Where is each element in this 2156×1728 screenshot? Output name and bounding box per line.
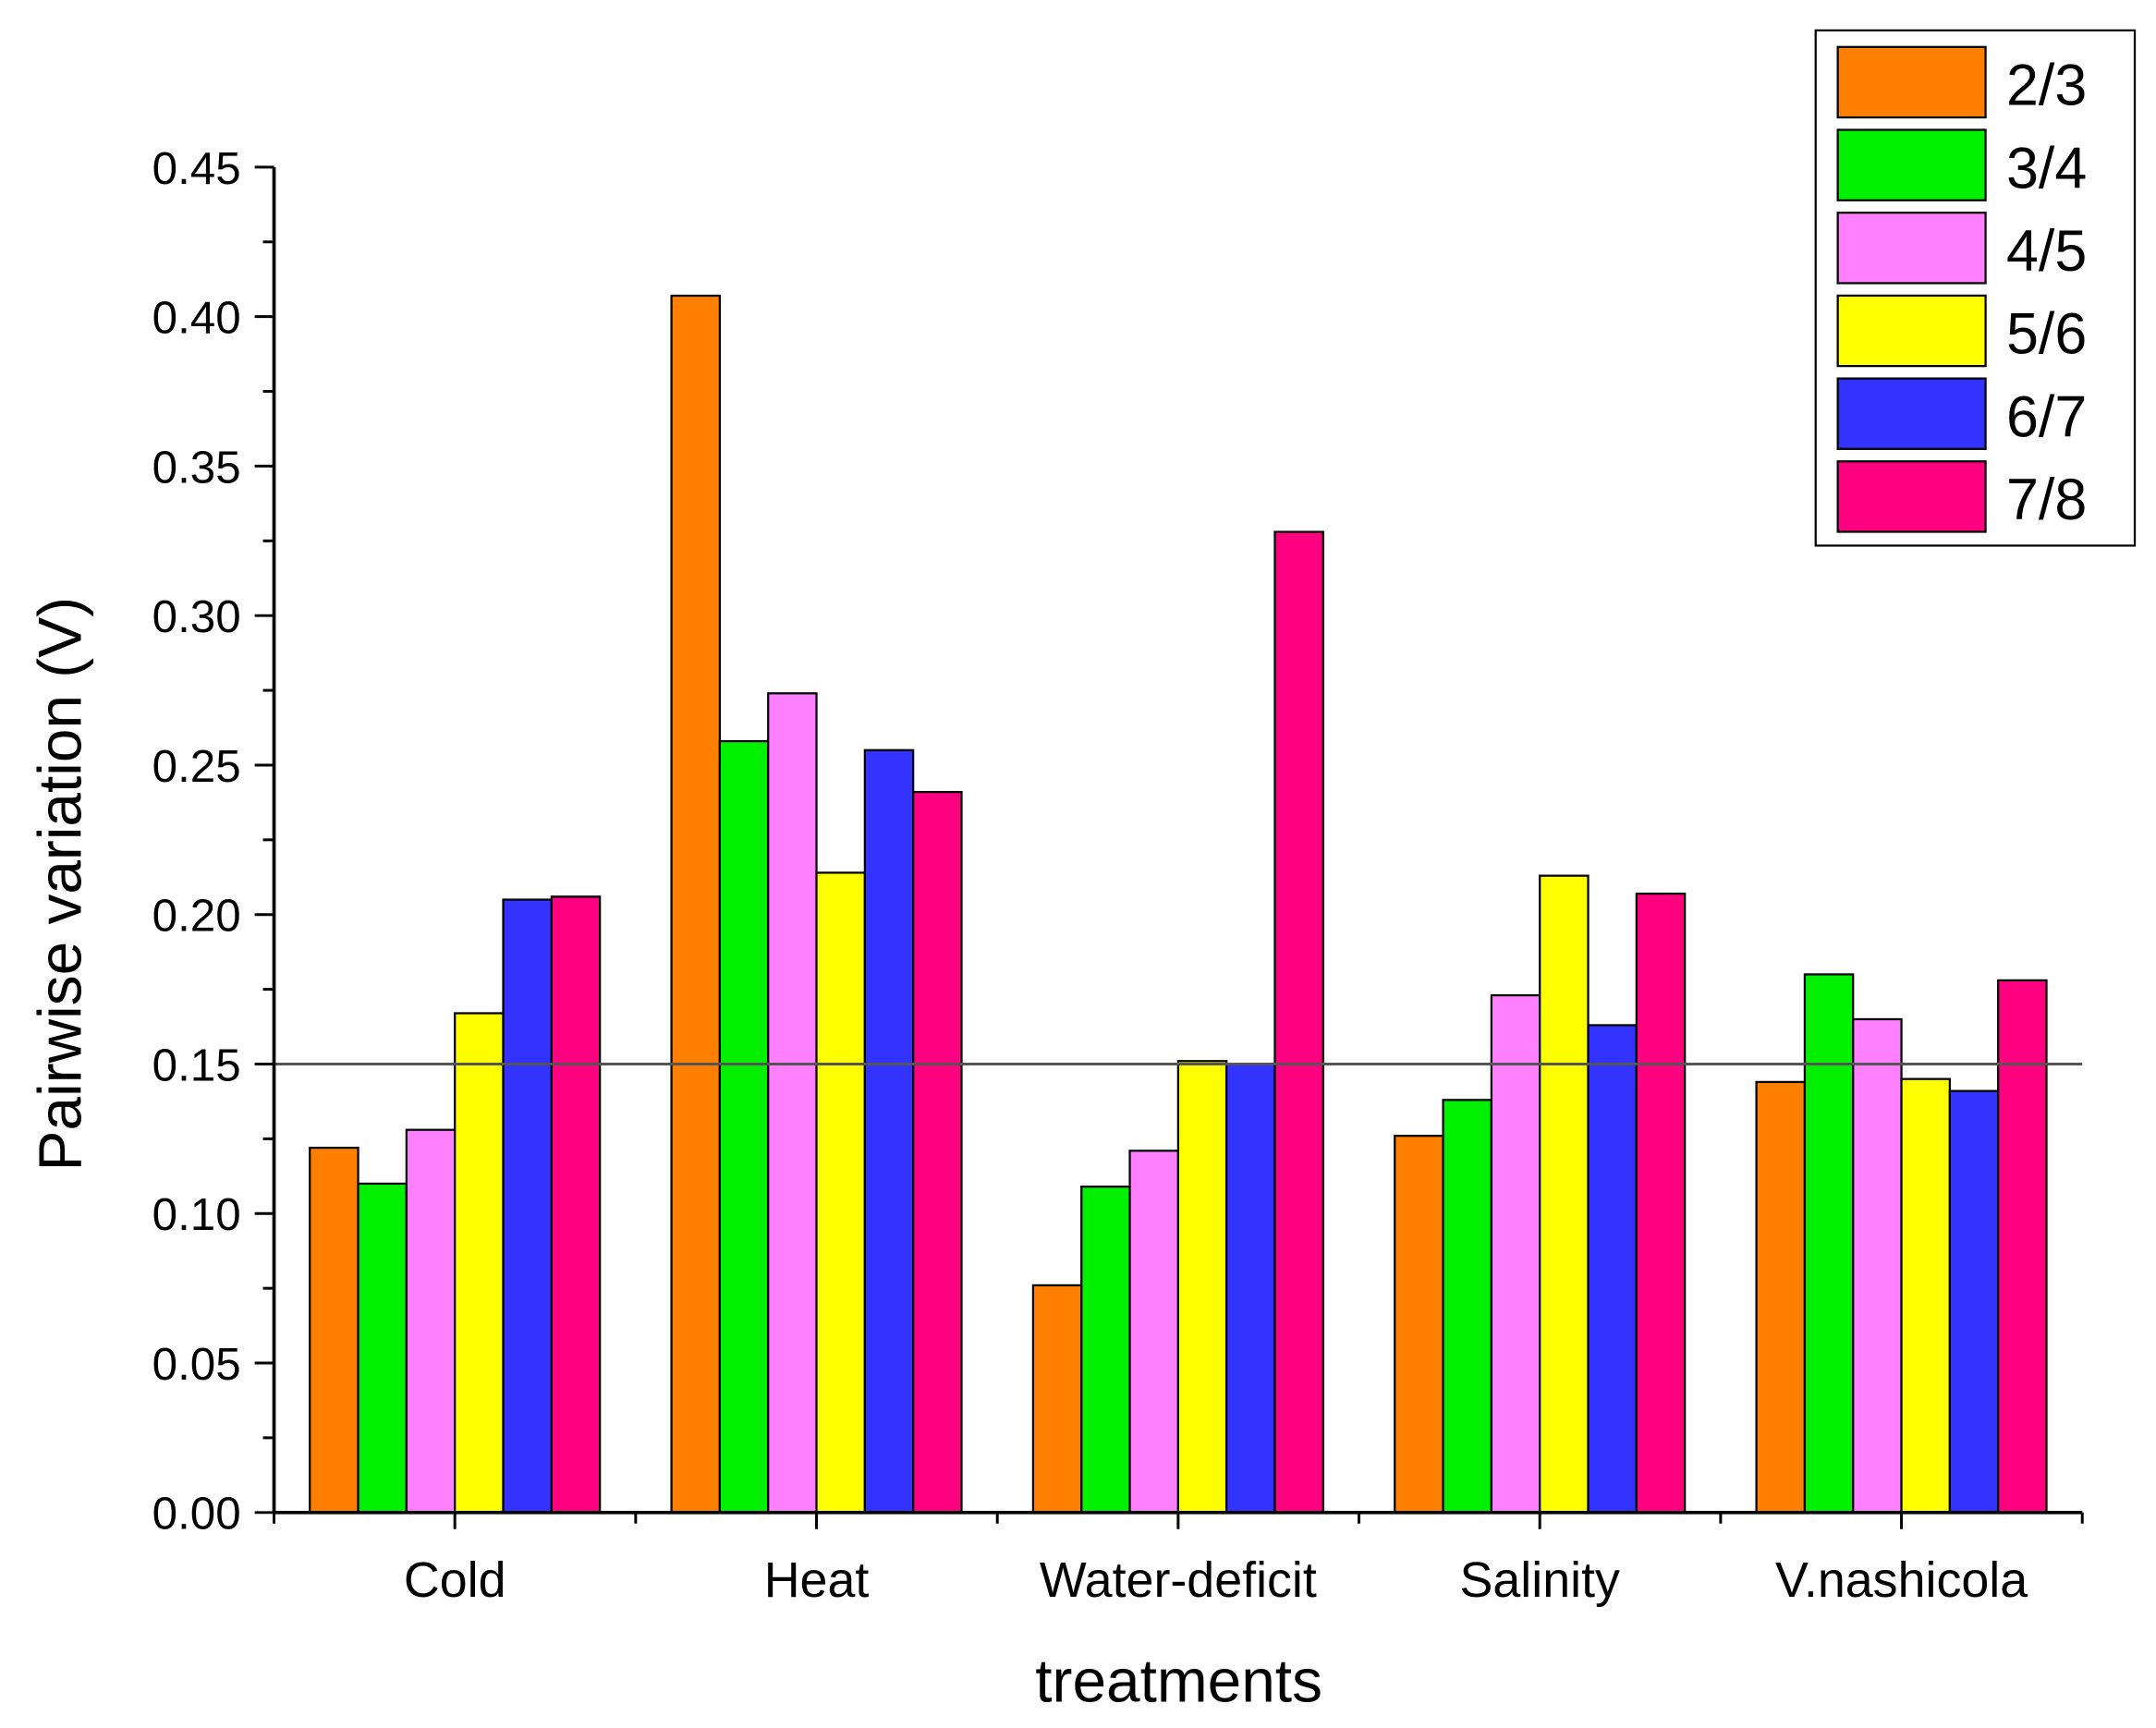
- x-tick-label: Water-deficit: [1040, 1552, 1317, 1608]
- bar-heat-2-3: [670, 294, 722, 1514]
- legend-swatch-5-6: [1836, 294, 1987, 368]
- bar-salinity-7-8: [1635, 892, 1687, 1514]
- bar-heat-3-4: [718, 739, 770, 1514]
- legend-label: 5/6: [2006, 302, 2087, 367]
- y-axis-title: Pairwise variation (V): [25, 597, 93, 1171]
- y-tick-label: 0.00: [152, 1489, 241, 1539]
- legend-label: 3/4: [2006, 136, 2087, 201]
- bar-vnashicola-4-5: [1852, 1017, 1903, 1514]
- bar-vnashicola-2-3: [1755, 1080, 1807, 1514]
- bar-cold-7-8: [550, 895, 602, 1514]
- bar-cold-4-5: [405, 1128, 457, 1514]
- bar-heat-6-7: [863, 748, 915, 1514]
- bar-waterdeficit-7-8: [1273, 530, 1324, 1514]
- bar-salinity-2-3: [1394, 1135, 1444, 1514]
- legend: 2/3 3/4 4/5 5/6 6/7 7/8: [1814, 29, 2137, 547]
- y-tick-label: 0.15: [152, 1040, 241, 1090]
- bar-vnashicola-6-7: [1948, 1089, 2000, 1514]
- legend-swatch-2-3: [1836, 45, 1987, 119]
- legend-label: 6/7: [2006, 384, 2087, 449]
- bar-waterdeficit-5-6: [1176, 1060, 1228, 1514]
- x-tick-label: Salinity: [1460, 1552, 1621, 1608]
- y-tick-label: 0.05: [152, 1339, 241, 1390]
- bar-waterdeficit-2-3: [1031, 1284, 1083, 1514]
- legend-label: 7/8: [2006, 468, 2087, 532]
- bar-waterdeficit-3-4: [1080, 1186, 1131, 1514]
- y-tick-label: 0.20: [152, 891, 241, 942]
- x-tick-label: Heat: [764, 1552, 870, 1608]
- axes: Cold Heat Water-deficit Salinity V.nashicola…: [152, 143, 2084, 1608]
- bar-salinity-6-7: [1587, 1024, 1638, 1514]
- y-tick-label: 0.40: [152, 293, 241, 344]
- bar-salinity-4-5: [1490, 993, 1541, 1514]
- legend-label: 2/3: [2006, 54, 2087, 118]
- x-axis-title: treatments: [1035, 1647, 1322, 1715]
- y-tick-label: 0.25: [152, 741, 241, 792]
- legend-swatch-3-4: [1836, 128, 1987, 201]
- bar-waterdeficit-4-5: [1128, 1150, 1179, 1514]
- bar-vnashicola-5-6: [1900, 1077, 1951, 1514]
- bar-heat-5-6: [815, 871, 866, 1514]
- bar-waterdeficit-6-7: [1225, 1063, 1276, 1514]
- bar-vnashicola-3-4: [1803, 973, 1855, 1514]
- legend-swatch-4-5: [1836, 212, 1987, 285]
- y-tick-label: 0.10: [152, 1189, 241, 1240]
- legend-label: 4/5: [2006, 219, 2087, 284]
- bar-salinity-5-6: [1539, 874, 1590, 1514]
- legend-swatch-6-7: [1836, 377, 1987, 450]
- legend-swatch-7-8: [1836, 460, 1987, 533]
- bar-cold-2-3: [309, 1146, 359, 1514]
- x-tick-label: V.nashicola: [1775, 1552, 2028, 1608]
- bar-cold-3-4: [357, 1182, 408, 1514]
- bar-cold-5-6: [454, 1012, 505, 1514]
- x-tick-label: Cold: [404, 1552, 506, 1608]
- y-tick-label: 0.30: [152, 591, 241, 642]
- bar-vnashicola-7-8: [1997, 979, 2048, 1514]
- y-tick-label: 0.45: [152, 143, 241, 194]
- bars: [309, 294, 2048, 1514]
- bar-cold-6-7: [502, 898, 553, 1514]
- bar-heat-4-5: [767, 692, 818, 1514]
- bar-heat-7-8: [912, 790, 963, 1514]
- y-tick-label: 0.35: [152, 442, 241, 493]
- bar-salinity-3-4: [1442, 1099, 1493, 1514]
